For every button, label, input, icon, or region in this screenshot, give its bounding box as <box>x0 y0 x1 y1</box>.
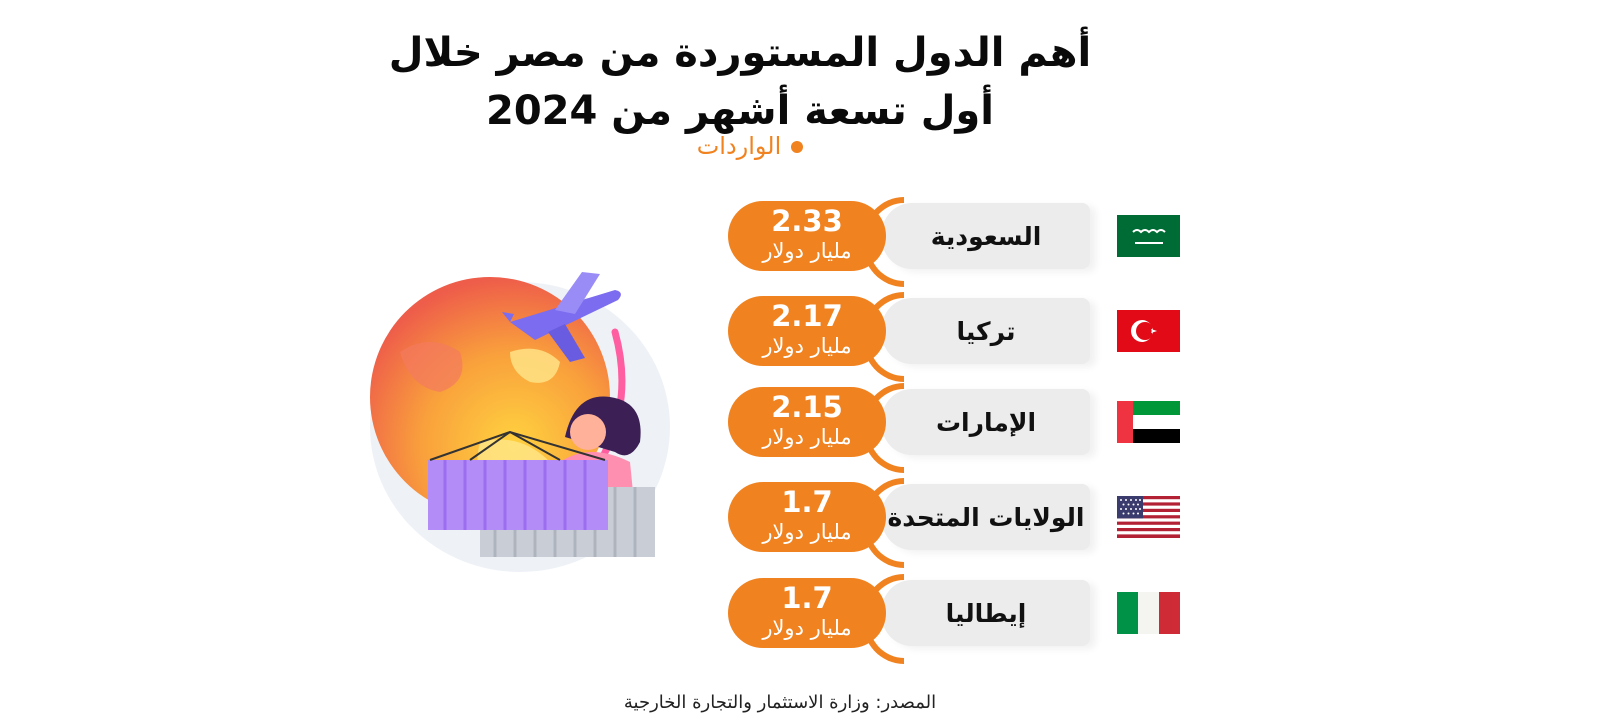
value-label: 2.33 <box>771 204 843 238</box>
airplane-icon <box>502 272 621 362</box>
value-pill: 1.7 مليار دولار <box>728 578 886 648</box>
country-label: الإمارات <box>882 389 1090 455</box>
value-label: 2.17 <box>771 299 843 333</box>
country-label: تركيا <box>882 298 1090 364</box>
value-pill: 2.15 مليار دولار <box>728 387 886 457</box>
row-turkey: تركيا 2.17 مليار دولار <box>0 292 1600 382</box>
legend-dot <box>791 141 804 153</box>
row-saudi: السعودية 2.33 مليار دولار <box>0 197 1600 287</box>
uae-flag-icon <box>1117 401 1180 443</box>
usa-flag-icon <box>1117 496 1180 538</box>
value-label: 1.7 <box>781 485 833 519</box>
unit-label: مليار دولار <box>762 616 852 640</box>
value-label: 1.7 <box>781 581 833 615</box>
row-usa: الولايات المتحدة 1.7 مليار دولار <box>0 478 1600 568</box>
country-label: السعودية <box>882 203 1090 269</box>
cargo-container-icon <box>428 430 655 557</box>
legend: الواردات <box>600 132 900 160</box>
row-uae: الإمارات 2.15 مليار دولار <box>0 383 1600 473</box>
country-label: الولايات المتحدة <box>882 484 1090 550</box>
value-pill: 1.7 مليار دولار <box>728 482 886 552</box>
chart-title-line1: أهم الدول المستوردة من مصر خلال <box>388 30 1092 76</box>
italy-flag-icon <box>1117 592 1180 634</box>
value-label: 2.15 <box>771 390 843 424</box>
row-italy: إيطاليا 1.7 مليار دولار <box>0 574 1600 664</box>
turkey-flag-icon <box>1117 310 1180 352</box>
unit-label: مليار دولار <box>762 239 852 263</box>
unit-label: مليار دولار <box>762 520 852 544</box>
trade-illustration <box>370 272 670 572</box>
country-label: إيطاليا <box>882 580 1090 646</box>
unit-label: مليار دولار <box>762 425 852 449</box>
unit-label: مليار دولار <box>762 334 852 358</box>
saudi-arabia-flag-icon <box>1117 215 1180 257</box>
source-note: المصدر: وزارة الاستثمار والتجارة الخارجي… <box>623 692 937 713</box>
value-pill: 2.17 مليار دولار <box>728 296 886 366</box>
chart-title-line2: أول تسعة أشهر من 2024 <box>486 88 994 134</box>
legend-label: الواردات <box>696 132 782 160</box>
value-pill: 2.33 مليار دولار <box>728 201 886 271</box>
